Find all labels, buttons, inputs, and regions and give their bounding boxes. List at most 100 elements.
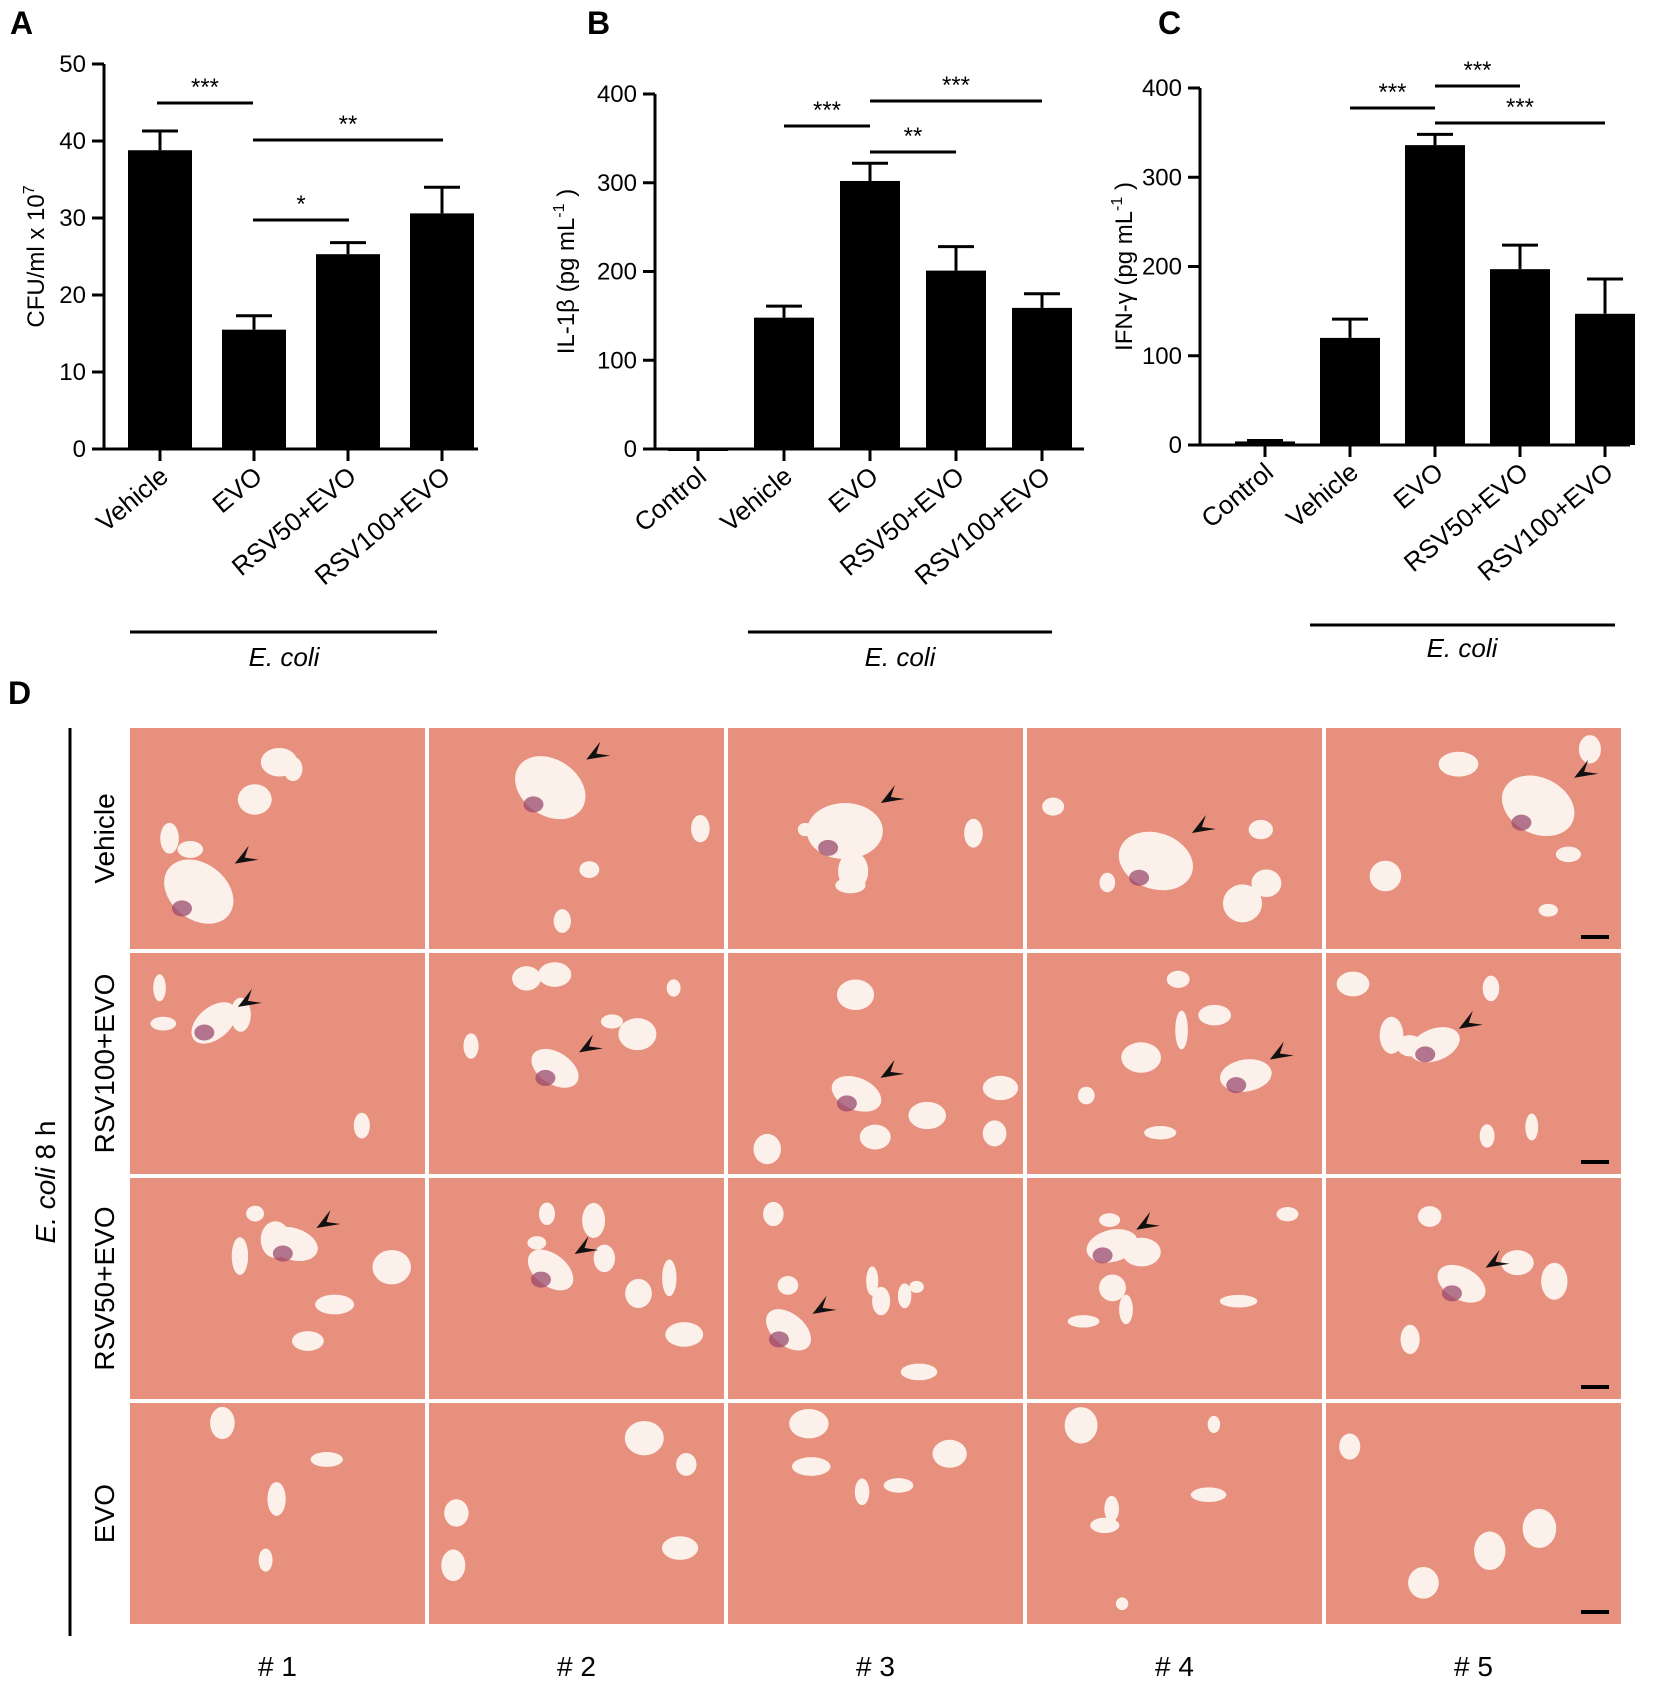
vessel-lumen [618, 1018, 657, 1051]
histology-image [429, 1178, 724, 1399]
bar-b-1 [754, 317, 814, 449]
arrowhead-marker [316, 1209, 341, 1228]
panel-letter-b: B [587, 5, 610, 41]
vessel-lumen [1438, 751, 1479, 777]
vessel-lumen [1525, 1113, 1539, 1141]
x-category-label-b: Vehicle [714, 461, 798, 538]
vessel-lumen [836, 979, 875, 1011]
vessel-lumen [1339, 1433, 1361, 1460]
vessel-lumen [582, 1202, 606, 1238]
vessel-lumen [1198, 1004, 1232, 1026]
histology-row-label: RSV50+EVO [89, 1206, 120, 1370]
vessel-lumen [883, 1478, 914, 1493]
vessel-lumen [267, 1481, 286, 1516]
histology-side-label: E. coli 8 h [30, 1121, 61, 1244]
bar-a-1 [222, 329, 286, 449]
y-tick-label-a: 30 [59, 205, 86, 232]
panel-letter-d: D [8, 675, 31, 711]
vessel-lumen [872, 1286, 891, 1316]
arrowhead-marker [1191, 814, 1216, 833]
y-tick-label-a: 40 [59, 128, 86, 155]
vessel-lumen [150, 1016, 177, 1031]
vessel-lumen [789, 1408, 829, 1439]
y-tick-label-c: 0 [1169, 432, 1182, 459]
x-category-label-a: Vehicle [90, 461, 174, 538]
vessel-lumen [527, 1236, 547, 1250]
vessel-lumen [593, 1244, 616, 1273]
bar-a-3 [410, 213, 474, 449]
vessel-lumen [1248, 819, 1273, 840]
inflammatory-infiltrate [530, 1271, 551, 1288]
histology-image [429, 1403, 724, 1624]
vessel-lumen [1251, 869, 1282, 898]
vessel-lumen [1219, 1294, 1258, 1308]
inflammatory-infiltrate [1511, 814, 1532, 831]
inflammatory-infiltrate [194, 1024, 215, 1041]
vessel-lumen [624, 1420, 664, 1456]
vessel-lumen [1482, 975, 1500, 1002]
vessel-lumen [1099, 1274, 1126, 1302]
arrowhead-marker [237, 988, 262, 1007]
bar-c-3 [1490, 269, 1550, 445]
significance-label-a: * [296, 191, 305, 218]
vessel-lumen [777, 1276, 799, 1295]
inflammatory-infiltrate [836, 1095, 857, 1112]
vessel-lumen [1077, 1086, 1095, 1105]
vessel-lumen [625, 1278, 652, 1308]
bar-c-0 [1235, 441, 1295, 445]
x-category-label-c: Vehicle [1280, 457, 1364, 534]
significance-label-c: *** [1463, 57, 1491, 84]
vessel-lumen [600, 1014, 624, 1029]
vessel-lumen [665, 1322, 704, 1347]
y-tick-label-c: 300 [1142, 164, 1182, 191]
y-tick-label-c: 200 [1142, 254, 1182, 281]
vessel-lumen [291, 1331, 324, 1351]
inflammatory-infiltrate [272, 1245, 293, 1262]
vessel-lumen [1115, 1597, 1129, 1611]
arrowhead-marker [1269, 1041, 1294, 1060]
vessel-lumen [1099, 1213, 1121, 1227]
arrowhead-marker [234, 845, 259, 864]
bar-c-1 [1320, 337, 1380, 445]
arrowhead-marker [1574, 759, 1599, 778]
vessel-lumen [1417, 1206, 1442, 1227]
histology-image [1326, 953, 1621, 1174]
vessel-lumen [1207, 1415, 1221, 1433]
vessel-lumen [1578, 735, 1601, 764]
vessel-lumen [1104, 1495, 1119, 1522]
bar-b-2 [840, 180, 900, 449]
significance-label-a: *** [191, 74, 219, 101]
x-category-label-c: EVO [1388, 457, 1449, 515]
vessel-lumen [177, 840, 204, 858]
vessel-lumen [237, 784, 272, 815]
inflammatory-infiltrate [523, 796, 544, 813]
vessel-lumen [982, 1075, 1019, 1101]
significance-label-a: ** [339, 111, 358, 138]
vessel-lumen [1042, 797, 1065, 816]
significance-label-b: ** [904, 123, 923, 150]
vessel-lumen [1099, 872, 1116, 893]
vessel-lumen [909, 1280, 924, 1293]
y-axis-label-a: CFU/ml x 107 [21, 185, 50, 327]
arrowhead-marker [574, 1235, 599, 1254]
histology-image [1027, 728, 1322, 949]
y-tick-label-a: 50 [59, 51, 86, 78]
vessel-lumen [691, 815, 710, 843]
y-tick-label-a: 20 [59, 282, 86, 309]
vessel-lumen [444, 1499, 469, 1527]
bar-c-4 [1575, 313, 1635, 445]
inflammatory-infiltrate [535, 1069, 556, 1086]
vessel-lumen [662, 1259, 677, 1297]
y-tick-label-c: 100 [1142, 343, 1182, 370]
histology-column-label: # 5 [1454, 1651, 1493, 1682]
bar-b-3 [926, 270, 986, 449]
arrowhead-marker [1136, 1211, 1161, 1230]
vessel-lumen [1500, 1250, 1534, 1276]
histology-image [429, 728, 724, 949]
y-tick-label-a: 10 [59, 359, 86, 386]
histology-image [1027, 1178, 1322, 1399]
y-tick-label-c: 400 [1142, 75, 1182, 102]
histology-column-label: # 3 [856, 1651, 895, 1682]
vessel-lumen [553, 909, 571, 933]
